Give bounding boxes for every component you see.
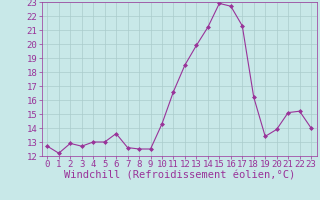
X-axis label: Windchill (Refroidissement éolien,°C): Windchill (Refroidissement éolien,°C) [64, 171, 295, 181]
